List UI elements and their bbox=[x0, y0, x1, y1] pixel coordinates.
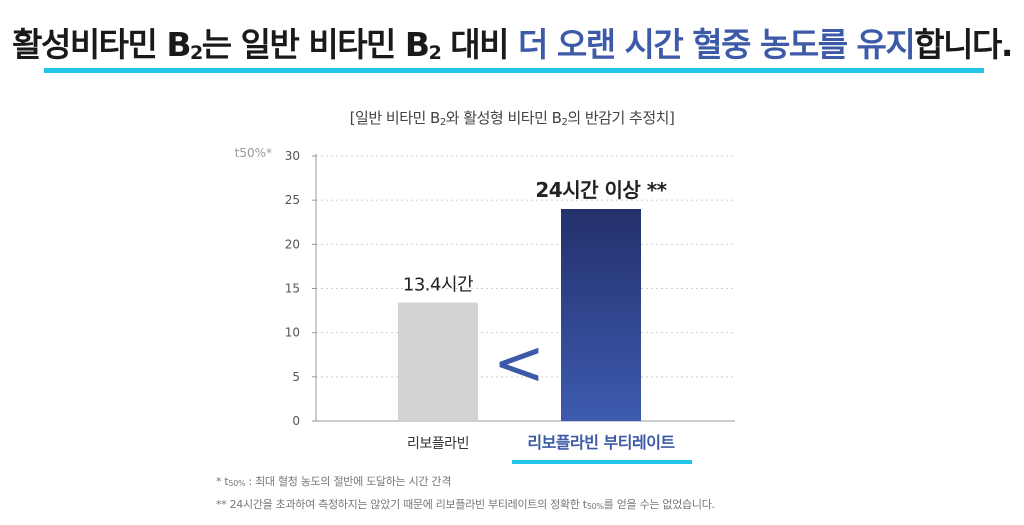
comparison-symbol: < bbox=[493, 326, 545, 399]
x-tick-label: 리보플라빈 부티레이트 bbox=[527, 433, 675, 452]
chart-title-text: 와 활성형 비타민 B bbox=[445, 109, 562, 127]
chart-title-subscript: 2 bbox=[561, 117, 568, 128]
y-tick-label: 25 bbox=[285, 193, 300, 207]
chart-title: [일반 비타민 B2와 활성형 비타민 B2의 반감기 추정치] bbox=[0, 107, 1024, 128]
footnote-subscript: 50% bbox=[586, 502, 604, 511]
bar bbox=[561, 209, 641, 421]
data-label: 13.4시간 bbox=[403, 275, 473, 296]
y-tick-label: 10 bbox=[285, 326, 300, 340]
bar bbox=[398, 302, 478, 421]
footnotes: * t50% : 최대 혈청 농도의 절반에 도달하는 시간 간격 ** 24시… bbox=[216, 471, 715, 517]
headline-underline bbox=[44, 68, 984, 73]
footnote-text: 를 얻을 수는 없었습니다. bbox=[603, 498, 715, 511]
footnote-subscript: 50% bbox=[228, 479, 246, 488]
headline-highlight: 더 오랜 시간 혈중 농도를 유지 bbox=[518, 25, 916, 64]
footnote-2: ** 24시간을 초과하여 측정하지는 않았기 때문에 리보플라빈 부티레이트의… bbox=[216, 494, 715, 517]
headline-subscript: 2 bbox=[190, 42, 203, 64]
y-tick-label: 20 bbox=[285, 237, 300, 251]
headline-text: 합니다. bbox=[914, 25, 1013, 64]
headline-text: 는 일반 비타민 B bbox=[201, 25, 430, 64]
y-tick-label: 0 bbox=[292, 414, 300, 428]
category-underline bbox=[512, 460, 692, 464]
y-axis-label: t50%* bbox=[235, 146, 272, 160]
data-label: 24시간 이상 ** bbox=[535, 178, 667, 202]
footnote-text: : 최대 혈청 농도의 절반에 도달하는 시간 간격 bbox=[245, 475, 452, 488]
headline-subscript: 2 bbox=[428, 42, 442, 64]
headline-text: 활성비타민 B bbox=[12, 25, 191, 64]
chart-title-text: [일반 비타민 B bbox=[349, 109, 441, 127]
y-tick-label: 30 bbox=[285, 149, 300, 163]
page-headline: 활성비타민 B2는 일반 비타민 B2 대비 더 오랜 시간 혈중 농도를 유지… bbox=[0, 18, 1024, 66]
chart-title-text: 의 반감기 추정치] bbox=[567, 109, 675, 127]
footnote-text: ** 24시간을 초과하여 측정하지는 않았기 때문에 리보플라빈 부티레이트의… bbox=[216, 498, 587, 511]
footnote-1: * t50% : 최대 혈청 농도의 절반에 도달하는 시간 간격 bbox=[216, 471, 715, 494]
chart-title-subscript: 2 bbox=[439, 117, 446, 128]
y-tick-label: 5 bbox=[292, 370, 300, 384]
footnote-text: * t bbox=[216, 475, 229, 488]
headline-text: 대비 bbox=[440, 25, 518, 64]
y-tick-label: 15 bbox=[285, 282, 300, 296]
x-tick-label: 리보플라빈 bbox=[407, 436, 469, 452]
